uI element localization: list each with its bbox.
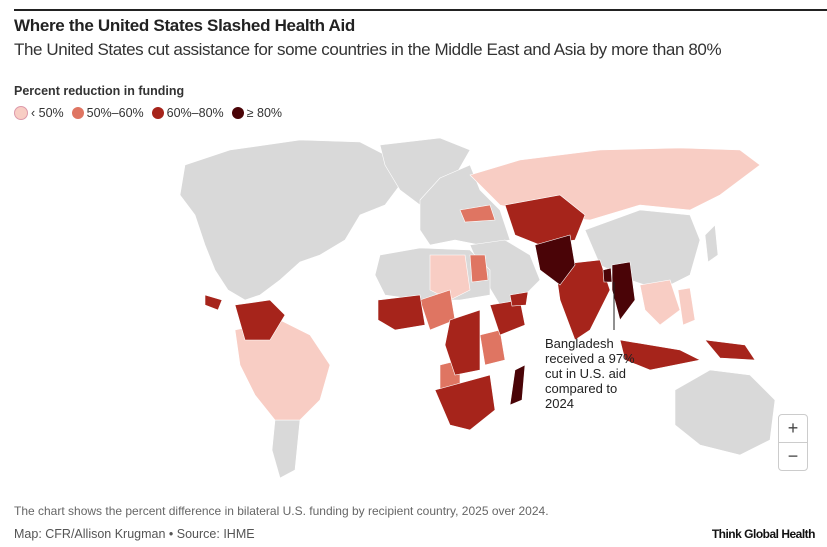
legend-swatch [14,106,28,120]
credit-line: Map: CFR/Allison Krugman • Source: IHME [14,527,255,541]
legend-label: 50%–60% [86,106,144,120]
australia [674,369,776,456]
legend-swatch [151,107,164,119]
legend-item-60-80: 60%–80% [151,106,224,120]
category-60-80 [204,194,756,431]
yemen [509,291,529,307]
brand-logo: Think Global Health [711,527,816,541]
bangladesh-annotation: Bangladesh received a 97% cut in U.S. ai… [545,336,635,411]
top-rule [14,9,827,11]
indonesia [619,339,701,371]
myanmar [611,261,636,321]
europe [419,164,511,246]
madagascar [509,364,526,406]
bangladesh [602,267,613,283]
southern-africa [434,374,496,431]
zoom-controls: + − [778,414,808,471]
india [554,259,611,341]
chart-note: The chart shows the percent difference i… [14,504,549,518]
japan [704,224,719,263]
legend-swatch [231,107,244,119]
south-america [234,319,331,421]
venezuela-colombia [234,299,286,341]
category-ge80 [509,234,636,406]
legend-label: ≥ 80% [246,106,283,120]
chart-title: Where the United States Slashed Health A… [14,16,356,35]
ukraine [459,204,496,223]
north-america [179,139,401,301]
south-cone [271,419,301,479]
philippines [677,287,696,326]
north-africa-pink [429,254,471,301]
horn-africa [489,299,526,336]
legend-title: Percent reduction in funding [14,84,185,98]
southeast-asia [639,279,681,326]
legend-label: 60%–80% [166,106,224,120]
central-america [204,294,223,311]
zoom-out-button[interactable]: − [779,442,807,470]
east-africa-mid [479,329,506,366]
legend-item-lt50: ‹ 50% [14,106,64,120]
legend-item-ge80: ≥ 80% [231,106,283,120]
legend-label: ‹ 50% [31,106,64,120]
central-asia [504,194,586,246]
afghanistan-pakistan [534,234,576,286]
legend-swatch [71,107,84,119]
legend-item-50-60: 50%–60% [71,106,144,120]
egypt [469,254,489,283]
zoom-in-button[interactable]: + [787,418,799,438]
west-africa-dark [377,294,426,331]
legend: ‹ 50% 50%–60% 60%–80% ≥ 80% [14,106,282,120]
central-africa [444,309,481,376]
png [704,339,756,361]
chart-subtitle: The United States cut assistance for som… [14,40,722,59]
